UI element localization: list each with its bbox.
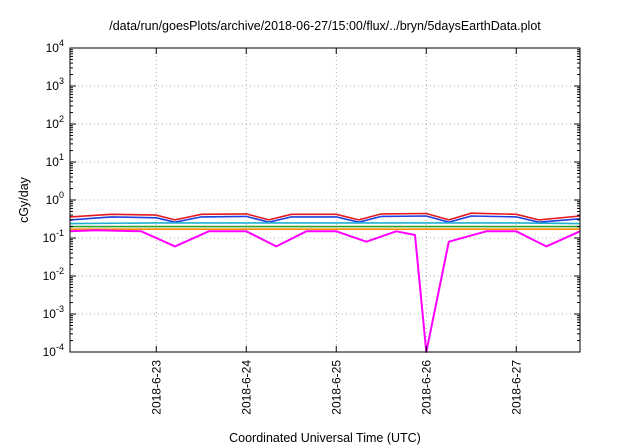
y-tick-label: 102	[46, 114, 64, 131]
y-tick-exponent: 2	[59, 114, 64, 124]
x-axis: 2018-6-23 2018-6-24 2018-6-25 2018-6-26 2018…	[149, 48, 523, 415]
y-tick-label: 10-2	[43, 266, 64, 283]
y-tick-label: 10-3	[43, 304, 64, 321]
y-axis-label: cGy/day	[17, 176, 31, 223]
y-tick-label: 104	[46, 38, 64, 55]
series-group	[69, 212, 581, 353]
y-tick-exponent: -2	[56, 266, 64, 276]
y-tick-exponent: -1	[56, 228, 64, 238]
y-tick-exponent: -4	[56, 342, 64, 352]
x-tick-label: 2018-6-26	[419, 360, 433, 415]
series-line-2	[69, 215, 581, 223]
series-line-3	[69, 222, 581, 225]
x-tick-label: 2018-6-27	[509, 360, 523, 415]
y-tick-label: 101	[46, 152, 64, 169]
x-tick-label: 2018-6-23	[149, 360, 163, 415]
y-tick-label: 10-4	[43, 342, 64, 359]
x-tick-label: 2018-6-24	[239, 360, 253, 415]
series-line-1	[69, 212, 581, 221]
y-tick-label: 103	[46, 76, 64, 93]
y-tick-exponent: 0	[59, 190, 64, 200]
y-tick-exponent: 1	[59, 152, 64, 162]
y-tick-label: 100	[46, 190, 64, 207]
x-axis-label: Coordinated Universal Time (UTC)	[229, 431, 421, 445]
y-tick-exponent: 3	[59, 76, 64, 86]
y-tick-exponent: 4	[59, 38, 64, 48]
grid-lines	[70, 48, 580, 352]
series-line-6	[69, 229, 581, 353]
x-tick-label: 2018-6-25	[329, 360, 343, 415]
chart-title: /data/run/goesPlots/archive/2018-06-27/1…	[109, 19, 541, 33]
y-tick-exponent: -3	[56, 304, 64, 314]
y-tick-label: 10-1	[43, 228, 64, 245]
